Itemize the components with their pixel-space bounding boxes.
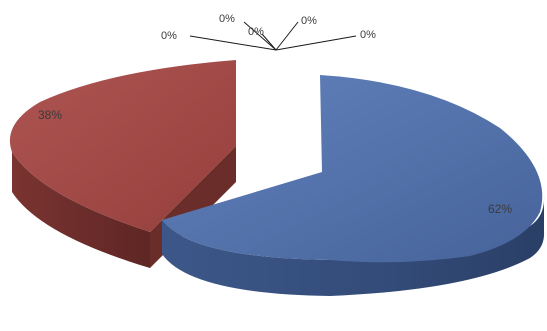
label-zero-4: 0%: [301, 15, 317, 27]
pie-slice-62-top: [162, 75, 543, 263]
leader-line: [243, 21, 277, 51]
pie-slice-38: [9, 60, 236, 268]
leader-line: [275, 21, 299, 51]
label-zero-3: 0%: [248, 26, 264, 38]
leader-line: [275, 35, 357, 51]
label-38: 38%: [38, 108, 62, 122]
leader-line: [261, 33, 277, 51]
pie-slice-62: [162, 75, 545, 296]
label-62: 62%: [488, 202, 512, 216]
pie-slice-38-top: [9, 60, 236, 232]
zero-leader-lines: [189, 21, 357, 51]
pie-slice-38-side: [12, 152, 150, 268]
label-zero-1: 0%: [161, 30, 177, 42]
pie-slice-62-side: [162, 196, 545, 296]
label-zero-5: 0%: [360, 29, 376, 41]
leader-line: [189, 35, 277, 51]
label-zero-2: 0%: [219, 13, 235, 25]
